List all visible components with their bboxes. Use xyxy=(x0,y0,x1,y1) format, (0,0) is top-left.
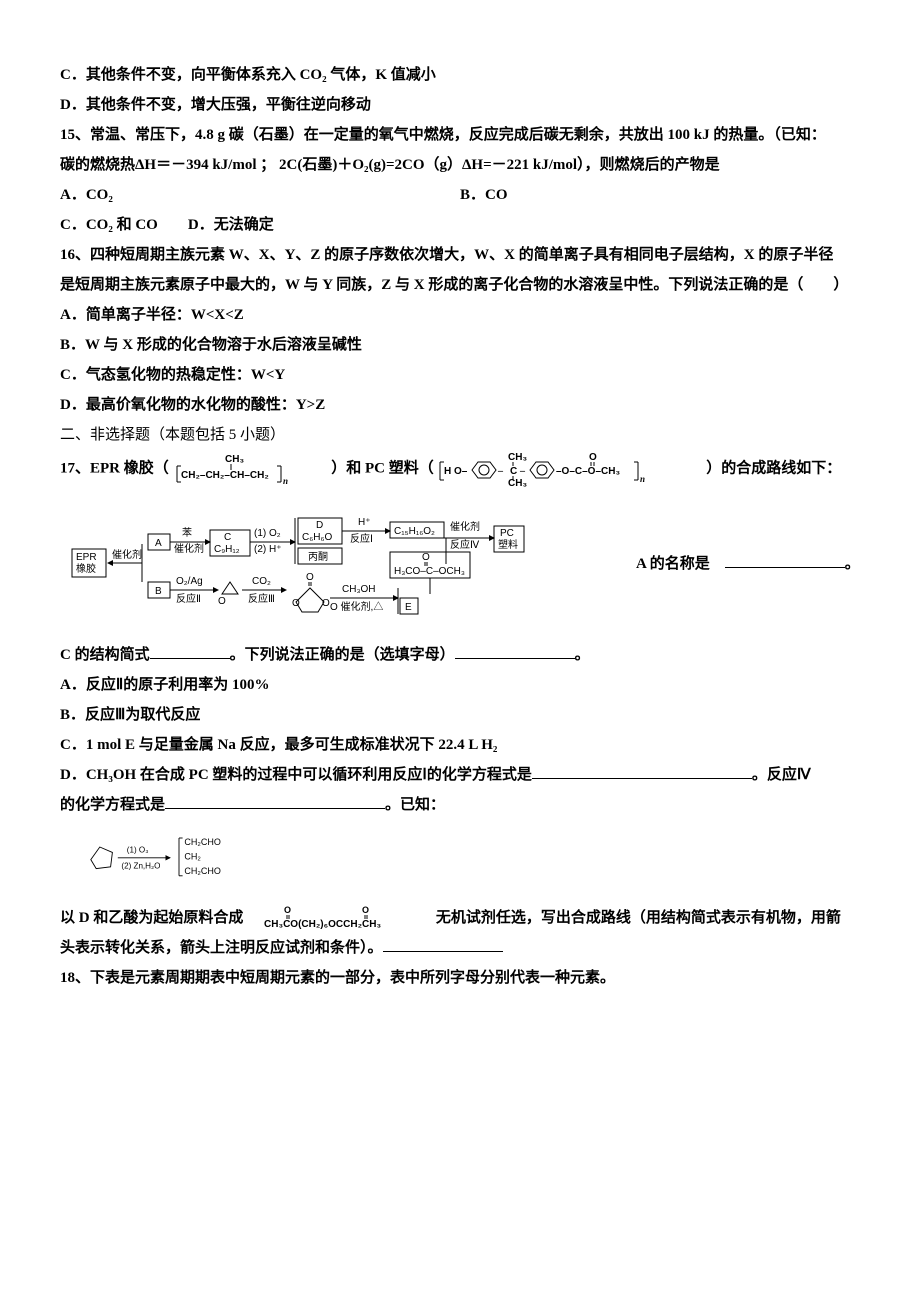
svg-text:B: B xyxy=(155,586,162,597)
svg-text:H: H xyxy=(444,466,451,477)
svg-text:–: – xyxy=(519,466,526,477)
svg-text:CH₂–CH₂–CH–CH₂: CH₂–CH₂–CH–CH₂ xyxy=(181,470,269,481)
svg-text:EPR: EPR xyxy=(76,552,97,563)
q17-stem: 17、EPR 橡胶（ CH₃ CH₂–CH₂–CH–CH₂ n ）和 PC 塑料… xyxy=(60,450,860,488)
synthesis-diagram: .bx { fill:none; stroke:#000; stroke-wid… xyxy=(70,494,630,634)
ozone-reaction: (1) O₃ (2) Zn,H₂O CH₂CHO CH₂ CH₂CHO xyxy=(80,826,260,886)
svg-text:CH₂CHO: CH₂CHO xyxy=(184,866,221,876)
svg-text:(2) Zn,H₂O: (2) Zn,H₂O xyxy=(121,862,160,871)
svg-text:C: C xyxy=(224,532,231,543)
q14-option-c: C．其他条件不变，向平衡体系充入 CO₂ 气体，K 值减小 xyxy=(60,60,860,90)
q15-stem-1: 15、常温、常压下，4.8 g 碳（石墨）在一定量的氧气中燃烧，反应完成后碳无剩… xyxy=(60,120,860,150)
svg-text:H⁺: H⁺ xyxy=(358,517,371,528)
svg-text:催化剂: 催化剂 xyxy=(174,542,204,555)
svg-text:丙酮: 丙酮 xyxy=(308,551,328,563)
svg-text:催化剂: 催化剂 xyxy=(450,520,480,533)
svg-text:–O–C–O–CH₃: –O–C–O–CH₃ xyxy=(556,466,620,477)
svg-text:O₂/Ag: O₂/Ag xyxy=(176,576,203,587)
q18-stem: 18、下表是元素周期期表中短周期元素的一部分，表中所列字母分别代表一种元素。 xyxy=(60,963,860,993)
q15-stem-2: 碳的燃烧热ΔH＝－394 kJ/mol ； 2C(石墨)＋O₂(g)=2CO（g… xyxy=(60,150,860,180)
svg-text:(1) O₂: (1) O₂ xyxy=(254,528,281,539)
svg-text:反应Ⅳ: 反应Ⅳ xyxy=(450,538,480,551)
svg-text:O: O xyxy=(218,596,226,607)
svg-text:(1) O₃: (1) O₃ xyxy=(127,845,149,854)
svg-text:苯: 苯 xyxy=(182,526,192,539)
q15-option-b: B．CO xyxy=(460,180,860,210)
svg-text:A: A xyxy=(155,538,162,549)
q17-synth-2: 头表示转化关系，箭头上注明反应试剂和条件）。 xyxy=(60,933,860,963)
svg-text:CH₃: CH₃ xyxy=(508,478,527,488)
q17-option-a: A．反应Ⅱ的原子利用率为 100% xyxy=(60,670,860,700)
section-2-heading: 二、非选择题（本题包括 5 小题） xyxy=(60,420,860,450)
svg-text:O: O xyxy=(422,552,430,563)
svg-text:O: O xyxy=(322,598,330,609)
svg-text:O: O xyxy=(292,598,300,609)
pc-formula: H O– – CH₃ C CH₃ – –O–C–O–CH₃ O n xyxy=(438,450,688,488)
svg-text:橡胶: 橡胶 xyxy=(76,562,96,575)
svg-text:CH₃OH: CH₃OH xyxy=(342,584,376,595)
svg-text:CH₃CO(CH₂)₆OCCH₂CH₃: CH₃CO(CH₂)₆OCCH₂CH₃ xyxy=(264,919,381,930)
q17-c-structure: C 的结构简式。下列说法正确的是（选填字母）。 xyxy=(60,640,860,670)
q17-rxn4: 的化学方程式是。已知： xyxy=(60,790,860,820)
q16-stem-1: 16、四种短周期主族元素 W、X、Y、Z 的原子序数依次增大，W、X 的简单离子… xyxy=(60,240,860,270)
svg-text:O: O xyxy=(306,572,314,583)
svg-text:CO₂: CO₂ xyxy=(252,576,271,587)
svg-text:反应Ⅰ: 反应Ⅰ xyxy=(350,532,373,545)
svg-text:H₃CO–C–OCH₃: H₃CO–C–OCH₃ xyxy=(394,566,465,577)
svg-text:n: n xyxy=(640,474,645,484)
q16-option-c: C．气态氢化物的热稳定性：W<Y xyxy=(60,360,860,390)
q16-stem-2: 是短周期主族元素原子中最大的，W 与 Y 同族，Z 与 X 形成的离子化合物的水… xyxy=(60,270,860,300)
target-product: O O CH₃CO(CH₂)₆OCCH₂CH₃ xyxy=(262,905,432,933)
svg-text:C₁₅H₁₆O₂: C₁₅H₁₆O₂ xyxy=(394,526,435,537)
q14-option-d: D．其他条件不变，增大压强，平衡往逆向移动 xyxy=(60,90,860,120)
svg-text:O: O xyxy=(589,452,597,463)
q17-option-d: D．CH₃OH 在合成 PC 塑料的过程中可以循环利用反应Ⅰ的化学方程式是。反应… xyxy=(60,760,860,790)
q16-option-d: D．最高价氧化物的水化物的酸性：Y>Z xyxy=(60,390,860,420)
svg-text:CH₂CHO: CH₂CHO xyxy=(184,837,221,847)
q17-option-c: C．1 mol E 与足量金属 Na 反应，最多可生成标准状况下 22.4 L … xyxy=(60,730,860,760)
q15-option-cd: C．CO₂ 和 CO D．无法确定 xyxy=(60,210,860,240)
q16-option-a: A．简单离子半径：W<X<Z xyxy=(60,300,860,330)
svg-text:C: C xyxy=(510,466,517,477)
svg-text:CH₂: CH₂ xyxy=(184,852,201,862)
q16-option-b: B．W 与 X 形成的化合物溶于水后溶液呈碱性 xyxy=(60,330,860,360)
svg-text:塑料: 塑料 xyxy=(498,538,518,551)
svg-text:–: – xyxy=(497,466,504,477)
svg-text:E: E xyxy=(405,602,412,613)
svg-text:D: D xyxy=(316,520,323,531)
svg-text:PC: PC xyxy=(500,528,514,539)
q17-option-b: B．反应Ⅲ为取代反应 xyxy=(60,700,860,730)
q15-option-a: A．CO₂ xyxy=(60,180,460,210)
svg-text:O: O xyxy=(362,905,369,915)
svg-text:C₉H₁₂: C₉H₁₂ xyxy=(214,544,240,555)
svg-text:O–: O– xyxy=(454,466,468,477)
svg-text:反应Ⅲ: 反应Ⅲ xyxy=(248,592,275,605)
q17-a-name: A 的名称是 。 xyxy=(636,549,860,579)
svg-text:O 催化剂,△: O 催化剂,△ xyxy=(330,600,383,613)
q17-synth-1: 以 D 和乙酸为起始原料合成 O O CH₃CO(CH₂)₆OCCH₂CH₃ 无… xyxy=(60,903,860,933)
svg-text:反应Ⅱ: 反应Ⅱ xyxy=(176,592,201,605)
svg-text:催化剂: 催化剂 xyxy=(112,548,142,561)
epr-formula: CH₃ CH₂–CH₂–CH–CH₂ n xyxy=(173,452,313,486)
svg-text:n: n xyxy=(283,476,288,486)
svg-text:O: O xyxy=(284,905,291,915)
svg-text:CH₃: CH₃ xyxy=(225,454,244,465)
svg-text:CH₃: CH₃ xyxy=(508,452,527,463)
svg-text:C₆H₆O: C₆H₆O xyxy=(302,532,333,543)
synthesis-diagram-row: .bx { fill:none; stroke:#000; stroke-wid… xyxy=(60,488,860,640)
svg-text:(2) H⁺: (2) H⁺ xyxy=(254,544,282,555)
